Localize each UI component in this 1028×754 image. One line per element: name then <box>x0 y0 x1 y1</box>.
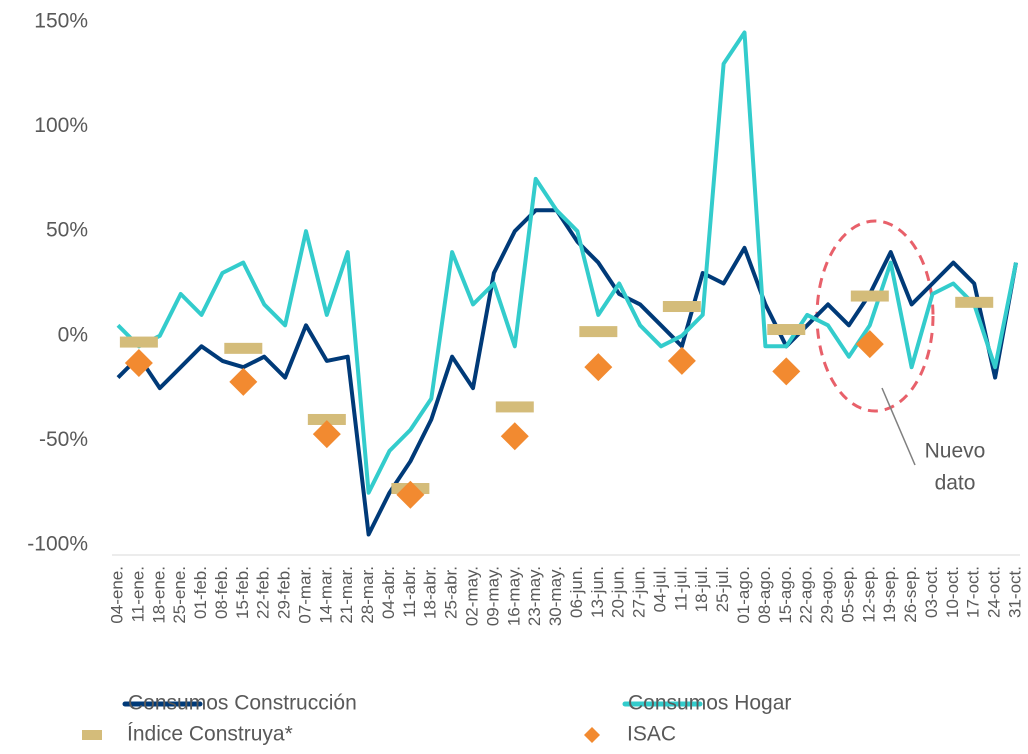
isac-marker <box>312 420 341 449</box>
x-tick-label: 05-sep. <box>838 566 857 623</box>
x-tick-label: 18-ene. <box>149 566 168 624</box>
x-tick-label: 25-jul. <box>713 566 732 612</box>
x-tick-label: 08-feb. <box>212 566 231 619</box>
series-line <box>116 208 1018 537</box>
x-tick-label: 25-abr. <box>442 566 461 619</box>
x-tick-label: 28-mar. <box>358 566 377 624</box>
x-tick-label: 17-oct. <box>964 566 983 618</box>
annotation: Nuevo <box>925 440 986 463</box>
index-marker <box>119 336 158 348</box>
index-marker <box>850 290 889 302</box>
legend-label: Índice Construya* <box>127 723 293 746</box>
x-tick-label: 19-sep. <box>880 566 899 623</box>
isac-marker <box>772 357 801 386</box>
legend-label: Consumos Construcción <box>128 692 357 715</box>
annotation: dato <box>935 472 976 495</box>
x-tick-label: 18-jul. <box>692 566 711 612</box>
annotation-pointer <box>881 387 916 466</box>
index-marker <box>662 301 701 313</box>
x-tick-label: 20-jun. <box>609 566 628 618</box>
isac-marker <box>584 353 613 382</box>
index-marker <box>307 413 346 425</box>
y-tick-label: 150% <box>34 10 88 33</box>
x-tick-label: 11-abr. <box>400 566 419 618</box>
series-line <box>116 30 1018 495</box>
isac-marker <box>500 422 529 451</box>
x-tick-label: 14-mar. <box>316 566 335 624</box>
x-tick-label: 22-ago. <box>797 566 816 624</box>
x-tick-label: 30-may. <box>546 566 565 626</box>
x-tick-label: 31-oct. <box>1005 566 1024 618</box>
x-tick-label: 23-may. <box>525 566 544 626</box>
x-tick-label: 16-may. <box>504 566 523 626</box>
x-tick-label: 13-jun. <box>588 566 607 618</box>
isac-marker <box>855 330 884 359</box>
x-tick-label: 25-ene. <box>170 566 189 624</box>
legend-swatch <box>584 727 600 743</box>
x-tick-label: 10-oct. <box>943 566 962 618</box>
legend-swatch <box>82 730 102 740</box>
y-tick-label: -50% <box>39 428 88 451</box>
x-tick-label: 29-ago. <box>818 566 837 624</box>
x-tick-label: 08-ago. <box>755 566 774 624</box>
x-tick-label: 06-jun. <box>567 566 586 618</box>
x-tick-label: 03-oct. <box>922 566 941 618</box>
isac-marker <box>124 348 153 377</box>
x-tick-label: 15-ago. <box>776 566 795 624</box>
x-tick-label: 09-may. <box>483 566 502 626</box>
x-tick-label: 22-feb. <box>254 566 273 619</box>
x-tick-label: 04-abr. <box>379 566 398 619</box>
x-tick-label: 18-abr. <box>421 566 440 619</box>
index-marker <box>767 324 806 336</box>
x-tick-label: 26-sep. <box>901 566 920 623</box>
x-tick-label: 21-mar. <box>337 566 356 624</box>
y-tick-label: 0% <box>58 323 88 346</box>
legend-label: Consumos Hogar <box>628 692 791 715</box>
x-tick-label: 15-feb. <box>233 566 252 619</box>
x-tick-label: 11-ene. <box>128 566 147 622</box>
index-marker <box>495 401 534 413</box>
x-tick-label: 01-ago. <box>734 566 753 624</box>
x-tick-label: 11-jul. <box>671 566 690 611</box>
x-tick-label: 27-jun. <box>630 566 649 618</box>
x-tick-label: 04-jul. <box>650 566 669 612</box>
x-tick-label: 12-sep. <box>859 566 878 623</box>
x-tick-label: 01-feb. <box>191 566 210 619</box>
legend-label: ISAC <box>627 723 676 746</box>
x-tick-label: 02-may. <box>463 566 482 626</box>
x-tick-label: 29-feb. <box>275 566 294 619</box>
y-tick-label: -100% <box>27 533 88 556</box>
isac-marker <box>667 346 696 375</box>
x-tick-label: 24-oct. <box>985 566 1004 618</box>
y-tick-label: 50% <box>46 219 88 242</box>
isac-marker <box>229 367 258 396</box>
isac-marker <box>396 480 425 509</box>
x-tick-label: 07-mar. <box>295 566 314 624</box>
index-marker <box>955 296 994 308</box>
x-tick-label: 04-ene. <box>107 566 126 624</box>
index-marker <box>579 326 618 338</box>
index-marker <box>224 342 263 354</box>
y-tick-label: 100% <box>34 114 88 137</box>
